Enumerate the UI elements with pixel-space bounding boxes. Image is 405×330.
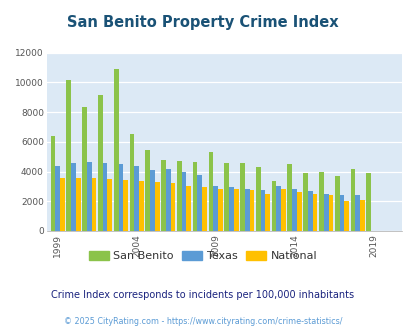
Bar [71,163,76,231]
Bar [255,167,260,231]
Bar [334,176,339,231]
Text: © 2025 CityRating.com - https://www.cityrating.com/crime-statistics/: © 2025 CityRating.com - https://www.city… [64,317,341,326]
Bar [312,194,317,231]
Bar [107,179,112,231]
Bar [213,186,217,231]
Bar [181,172,186,231]
Bar [154,182,159,231]
Bar [150,170,154,231]
Bar [66,80,71,231]
Bar [276,186,280,231]
Bar [224,163,228,231]
Bar [113,69,118,231]
Text: San Benito Property Crime Index: San Benito Property Crime Index [67,15,338,30]
Bar [271,181,276,231]
Bar [87,162,92,231]
Bar [343,201,348,231]
Bar [292,189,296,231]
Bar [296,192,301,231]
Bar [249,190,254,231]
Bar [145,150,150,231]
Bar [260,190,265,231]
Bar [166,169,170,231]
Bar [328,195,333,231]
Bar [239,163,244,231]
Bar [197,175,202,231]
Bar [233,189,238,231]
Bar [102,163,107,231]
Bar [76,178,81,231]
Legend: San Benito, Texas, National: San Benito, Texas, National [86,248,319,263]
Bar [287,164,292,231]
Bar [98,95,102,231]
Bar [161,160,166,231]
Bar [323,194,328,231]
Bar [82,107,87,231]
Bar [307,191,312,231]
Bar [228,187,233,231]
Bar [139,181,143,231]
Bar [186,186,191,231]
Bar [129,134,134,231]
Bar [123,180,128,231]
Bar [134,166,139,231]
Text: Crime Index corresponds to incidents per 100,000 inhabitants: Crime Index corresponds to incidents per… [51,290,354,300]
Bar [339,195,343,231]
Bar [217,189,222,231]
Bar [359,200,364,231]
Bar [350,169,354,231]
Bar [118,164,123,231]
Bar [60,178,65,231]
Bar [318,172,323,231]
Bar [244,189,249,231]
Bar [92,178,96,231]
Bar [170,183,175,231]
Bar [265,194,269,231]
Bar [303,173,307,231]
Bar [208,152,213,231]
Bar [177,161,181,231]
Bar [354,195,359,231]
Bar [280,189,285,231]
Bar [202,187,207,231]
Bar [55,166,60,231]
Bar [366,173,370,231]
Bar [51,136,55,231]
Bar [192,162,197,231]
